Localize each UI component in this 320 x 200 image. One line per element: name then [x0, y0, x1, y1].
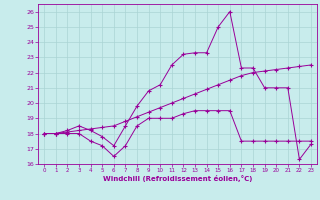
X-axis label: Windchill (Refroidissement éolien,°C): Windchill (Refroidissement éolien,°C) [103, 175, 252, 182]
